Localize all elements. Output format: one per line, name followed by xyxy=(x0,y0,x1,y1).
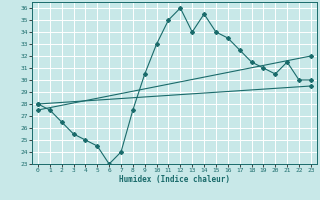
X-axis label: Humidex (Indice chaleur): Humidex (Indice chaleur) xyxy=(119,175,230,184)
